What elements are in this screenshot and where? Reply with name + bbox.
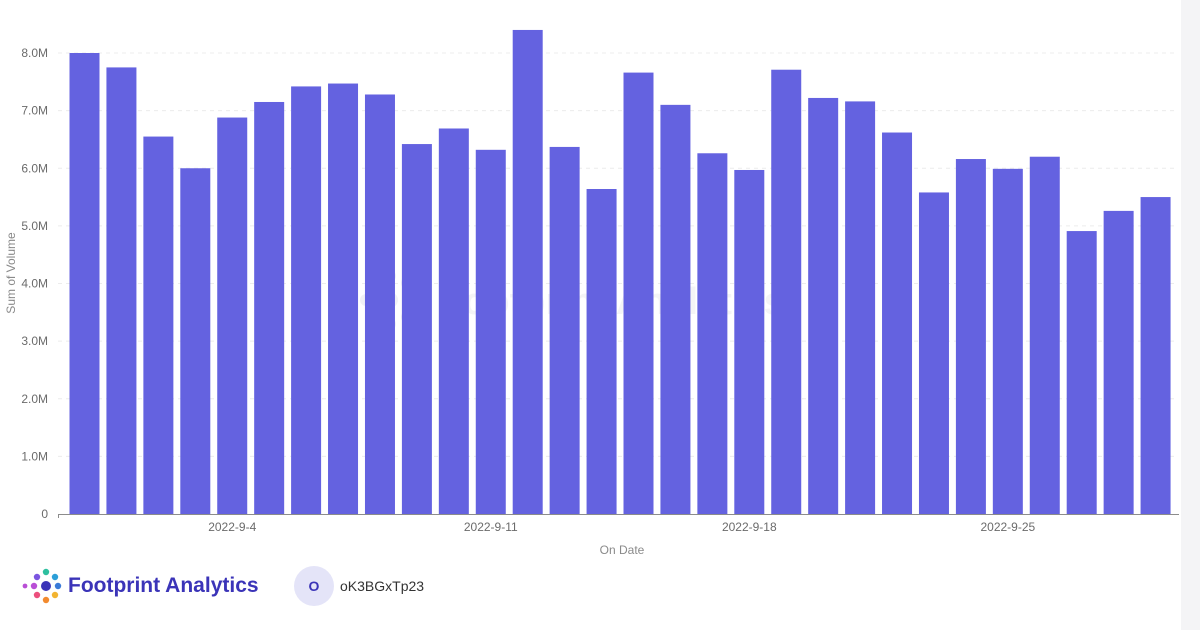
bar[interactable] bbox=[291, 86, 322, 515]
bar[interactable] bbox=[512, 29, 543, 514]
x-axis-ticks: 2022-9-4 2022-9-11 2022-9-18 2022-9-25 bbox=[208, 520, 1035, 534]
bar[interactable] bbox=[438, 128, 469, 515]
y-tick-label: 3.0M bbox=[21, 334, 48, 348]
bar-chart: Footprint Analytics 01.0M2.0M3.0M4.0M5.0… bbox=[4, 29, 1179, 557]
avatar: O bbox=[294, 566, 334, 606]
bar[interactable] bbox=[69, 53, 100, 514]
user-info[interactable]: O oK3BGxTp23 bbox=[294, 566, 424, 606]
footprint-logo-icon bbox=[22, 568, 62, 606]
bar[interactable] bbox=[1029, 156, 1060, 514]
bar[interactable] bbox=[475, 149, 506, 514]
x-axis-title: On Date bbox=[600, 543, 645, 557]
y-axis-title: Sum of Volume bbox=[4, 232, 18, 314]
y-tick-label: 7.0M bbox=[21, 104, 48, 118]
bar[interactable] bbox=[882, 132, 913, 514]
x-tick-label: 2022-9-18 bbox=[722, 520, 777, 534]
bar[interactable] bbox=[955, 159, 986, 514]
axes bbox=[58, 514, 1179, 518]
bar[interactable] bbox=[586, 189, 617, 514]
brand[interactable]: Footprint Analytics bbox=[18, 566, 259, 606]
bar[interactable] bbox=[808, 97, 839, 514]
bar[interactable] bbox=[992, 168, 1023, 514]
bar[interactable] bbox=[180, 168, 211, 514]
footer: Footprint Analytics O oK3BGxTp23 bbox=[0, 560, 1180, 620]
x-tick-label: 2022-9-11 bbox=[464, 520, 518, 534]
brand-name: Footprint Analytics bbox=[68, 574, 259, 597]
bar[interactable] bbox=[918, 192, 949, 514]
bar[interactable] bbox=[771, 69, 802, 515]
bar[interactable] bbox=[845, 101, 876, 515]
bar[interactable] bbox=[1066, 231, 1097, 514]
bar[interactable] bbox=[549, 146, 580, 514]
bars bbox=[69, 29, 1171, 515]
y-tick-label: 4.0M bbox=[21, 277, 48, 291]
bar[interactable] bbox=[401, 144, 432, 515]
y-tick-label: 1.0M bbox=[21, 449, 48, 463]
bar[interactable] bbox=[328, 83, 359, 514]
bar[interactable] bbox=[143, 136, 174, 514]
bar[interactable] bbox=[660, 104, 691, 515]
bar[interactable] bbox=[697, 153, 728, 514]
bar[interactable] bbox=[364, 94, 395, 515]
bar[interactable] bbox=[1140, 197, 1171, 514]
y-tick-label: 6.0M bbox=[21, 161, 48, 175]
y-tick-label: 0 bbox=[41, 507, 48, 521]
y-tick-label: 8.0M bbox=[21, 46, 48, 60]
bar[interactable] bbox=[734, 169, 765, 515]
y-tick-label: 2.0M bbox=[21, 392, 48, 406]
y-axis-ticks: 0 1.0M 2.0M 3.0M 4.0M 5.0M 6.0M 7.0M 8.0M bbox=[21, 46, 48, 521]
bar[interactable] bbox=[217, 117, 248, 514]
y-tick-label: 5.0M bbox=[21, 219, 48, 233]
x-tick-label: 2022-9-4 bbox=[208, 520, 256, 534]
bar[interactable] bbox=[106, 67, 137, 514]
username: oK3BGxTp23 bbox=[340, 578, 425, 594]
bar[interactable] bbox=[254, 101, 285, 514]
x-tick-label: 2022-9-25 bbox=[980, 520, 1035, 534]
bar[interactable] bbox=[1103, 210, 1134, 514]
right-scroll-strip bbox=[1181, 0, 1200, 630]
bar[interactable] bbox=[623, 72, 654, 514]
